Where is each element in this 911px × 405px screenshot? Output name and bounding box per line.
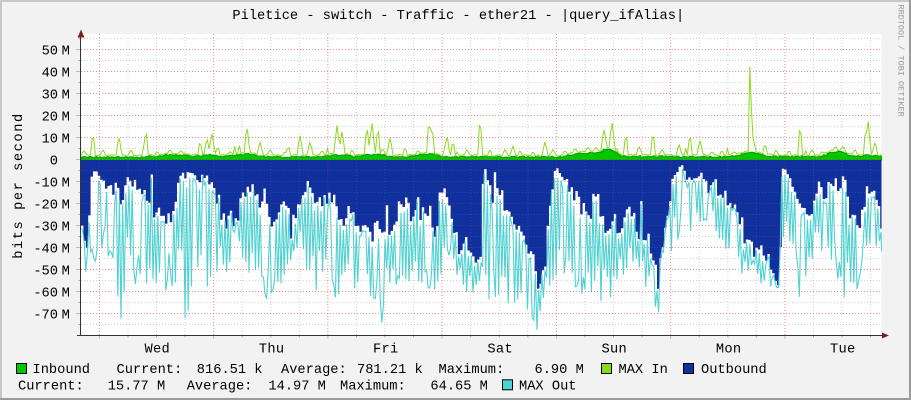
svg-text:bits per second: bits per second <box>12 112 27 258</box>
svg-text:Outbound: Outbound <box>701 363 767 378</box>
svg-text:64.65 M: 64.65 M <box>430 380 488 395</box>
svg-text:Maximum:: Maximum: <box>340 380 406 395</box>
svg-text:M: M <box>62 66 70 81</box>
svg-text:M: M <box>62 220 70 235</box>
svg-text:30: 30 <box>42 88 58 103</box>
svg-text:M: M <box>62 308 70 323</box>
svg-text:14.97 M: 14.97 M <box>268 380 326 395</box>
svg-text:Current:: Current: <box>18 380 84 395</box>
svg-text:MAX Out: MAX Out <box>519 380 577 395</box>
svg-text:Fri: Fri <box>373 342 399 357</box>
svg-text:Tue: Tue <box>830 342 856 357</box>
svg-text:Inbound: Inbound <box>33 363 91 378</box>
svg-text:10: 10 <box>42 132 58 147</box>
svg-text:-40: -40 <box>33 242 58 257</box>
svg-text:Sun: Sun <box>602 342 628 357</box>
svg-text:-20: -20 <box>33 198 58 213</box>
svg-text:M: M <box>62 198 70 213</box>
svg-text:816.51 k: 816.51 k <box>197 363 263 378</box>
svg-text:-30: -30 <box>33 220 58 235</box>
svg-text:50: 50 <box>42 44 58 59</box>
svg-text:Average:: Average: <box>281 363 347 378</box>
svg-text:Mon: Mon <box>716 342 742 357</box>
svg-text:MAX In: MAX In <box>619 363 668 378</box>
svg-text:M: M <box>62 44 70 59</box>
svg-text:Thu: Thu <box>259 342 285 357</box>
svg-text:M: M <box>62 176 70 191</box>
svg-text:M: M <box>62 110 70 125</box>
svg-text:0: 0 <box>50 154 58 169</box>
svg-text:M: M <box>62 286 70 301</box>
svg-text:Current:: Current: <box>117 363 183 378</box>
svg-text:Average:: Average: <box>187 380 253 395</box>
svg-text:-60: -60 <box>33 286 58 301</box>
svg-text:15.77 M: 15.77 M <box>108 380 166 395</box>
svg-text:40: 40 <box>42 66 58 81</box>
svg-text:20: 20 <box>42 110 58 125</box>
svg-text:781.21 k: 781.21 k <box>357 363 423 378</box>
svg-text:Sat: Sat <box>487 342 513 357</box>
svg-text:Piletice - switch - Traffic -: Piletice - switch - Traffic - ether21 - … <box>232 9 684 24</box>
svg-text:Wed: Wed <box>145 342 171 357</box>
svg-text:-10: -10 <box>33 176 58 191</box>
svg-text:-50: -50 <box>33 264 58 279</box>
svg-text:M: M <box>62 88 70 103</box>
svg-text:RRDTOOL / TOBI OETIKER: RRDTOOL / TOBI OETIKER <box>896 5 906 117</box>
svg-text:Maximum:: Maximum: <box>439 363 505 378</box>
svg-text:6.90 M: 6.90 M <box>535 363 584 378</box>
svg-text:M: M <box>62 264 70 279</box>
svg-text:M: M <box>62 242 70 257</box>
svg-text:-70: -70 <box>33 308 58 323</box>
svg-text:M: M <box>62 132 70 147</box>
